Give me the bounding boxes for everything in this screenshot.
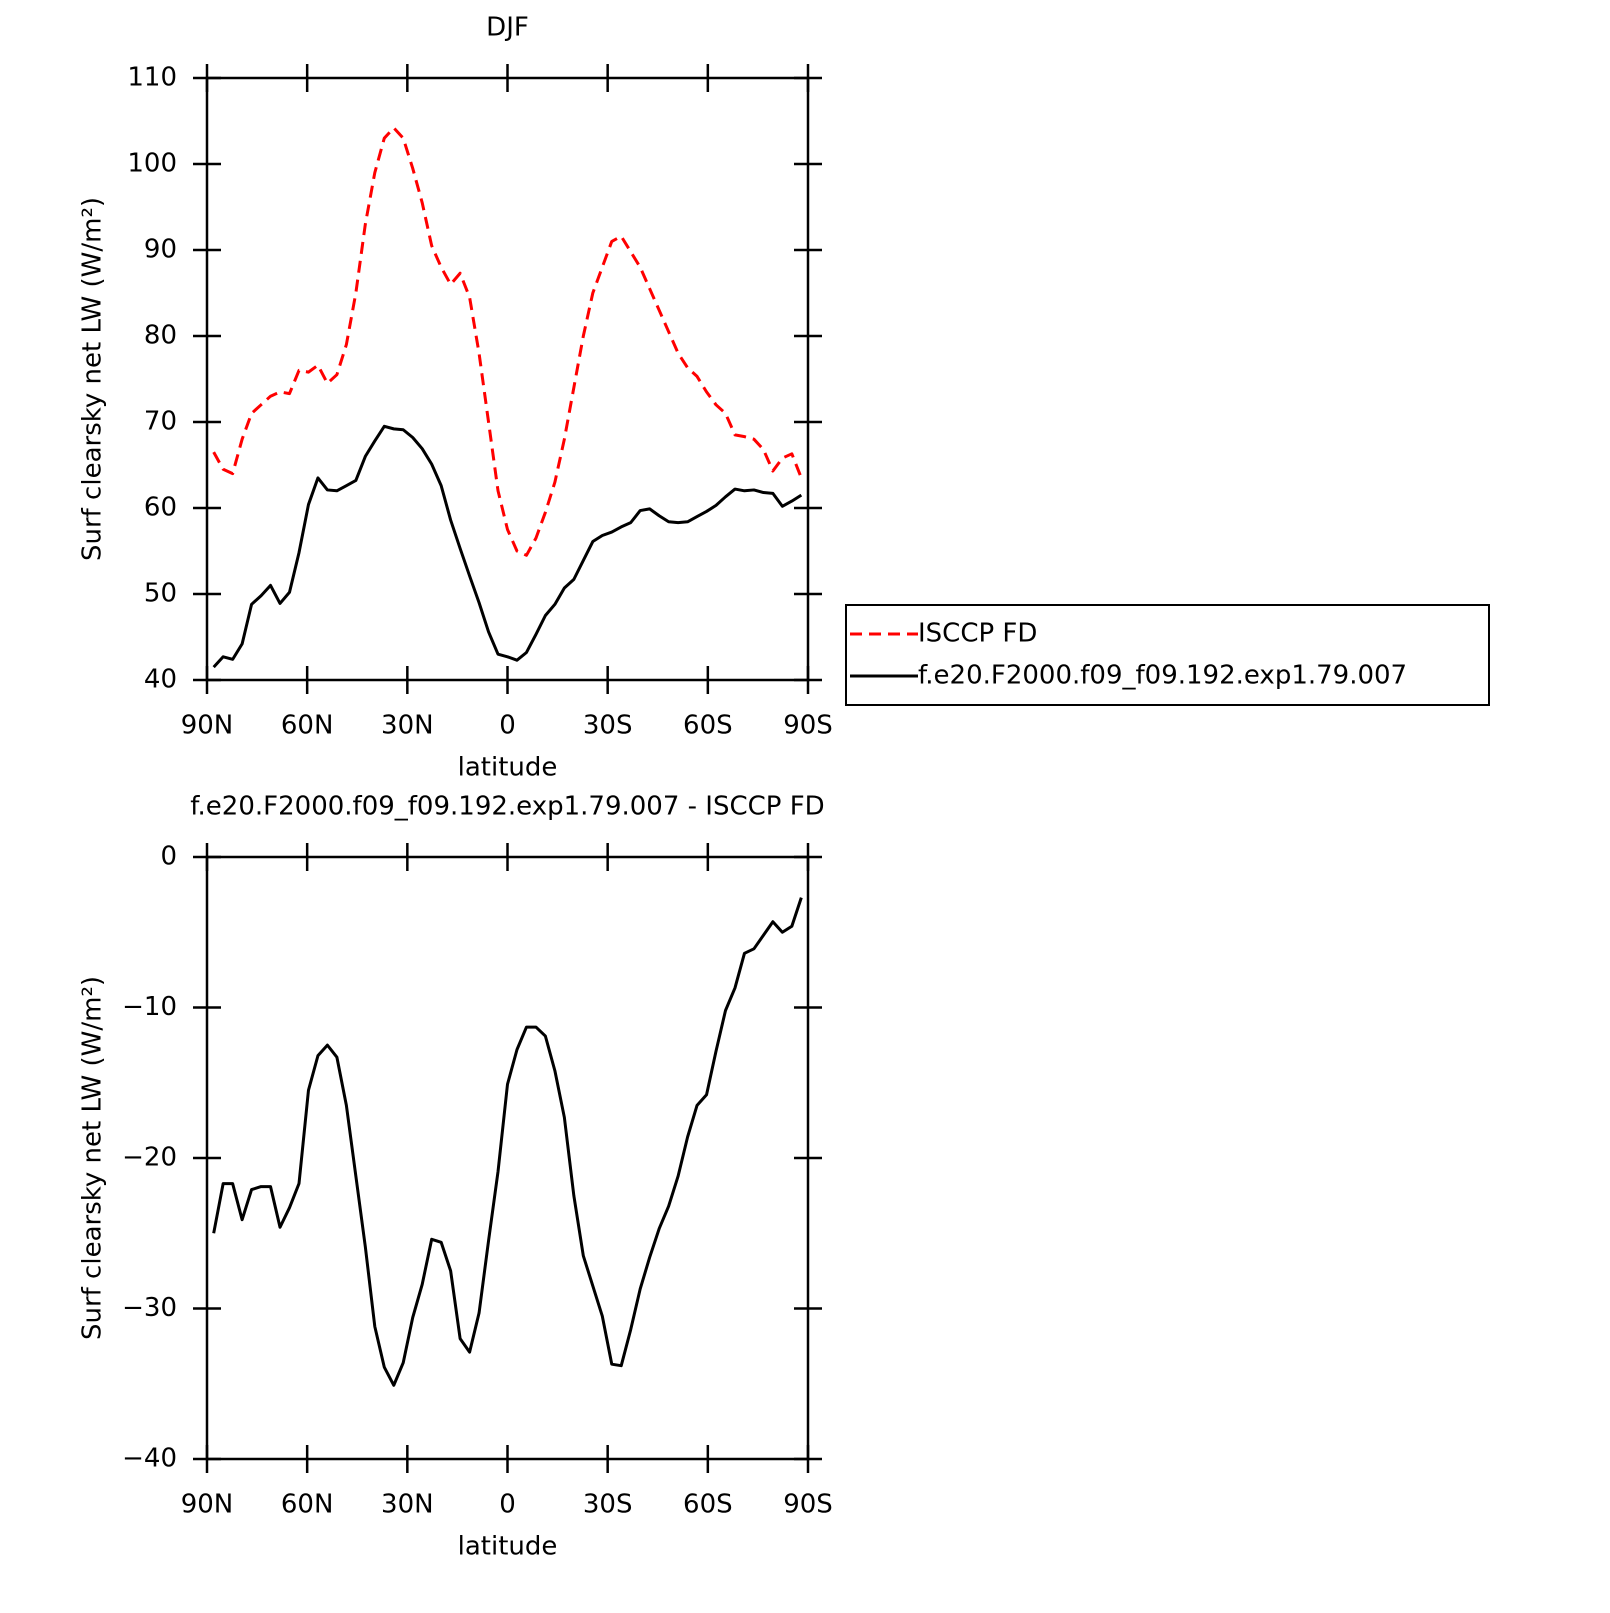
x-tick-label: 90N <box>181 711 234 741</box>
x-tick-label: 60S <box>683 1490 733 1520</box>
y-tick-label: −20 <box>122 1143 177 1173</box>
legend-label: ISCCP FD <box>918 619 1037 649</box>
x-tick-label: 30N <box>381 711 434 741</box>
plot-frame <box>205 855 810 1461</box>
x-tick-label: 60N <box>281 711 334 741</box>
y-tick-label: −10 <box>122 992 177 1022</box>
y-tick-label: 50 <box>144 579 177 609</box>
y-tick-label: 40 <box>144 665 177 695</box>
x-tick-label: 0 <box>499 711 516 741</box>
y-tick-label: −30 <box>122 1293 177 1323</box>
x-tick-label: 90S <box>783 711 833 741</box>
x-axis-label: latitude <box>458 753 558 783</box>
data-line <box>212 424 803 669</box>
x-tick-label: 30S <box>583 1490 633 1520</box>
y-tick-label: 100 <box>127 149 177 179</box>
chart-title: f.e20.F2000.f09_f09.192.exp1.79.007 - IS… <box>190 792 824 822</box>
y-axis-label: Surf clearsky net LW (W/m²) <box>78 976 108 1340</box>
legend-label: f.e20.F2000.f09_f09.192.exp1.79.007 <box>918 661 1407 691</box>
legend-box <box>845 604 1490 706</box>
x-tick-label: 60N <box>281 1490 334 1520</box>
y-tick-label: 90 <box>144 235 177 265</box>
y-axis-label: Surf clearsky net LW (W/m²) <box>78 197 108 561</box>
y-tick-label: 70 <box>144 407 177 437</box>
x-tick-label: 0 <box>499 1490 516 1520</box>
data-line <box>212 897 803 1387</box>
chart-title: DJF <box>486 13 529 43</box>
x-tick-label: 30S <box>583 711 633 741</box>
y-tick-label: −40 <box>122 1444 177 1474</box>
plot-frame <box>205 76 810 682</box>
legend: ISCCP FD f.e20.F2000.f09_f09.192.exp1.79.… <box>845 604 1490 706</box>
y-tick-label: 60 <box>144 493 177 523</box>
data-line <box>212 126 803 557</box>
y-tick-label: 80 <box>144 321 177 351</box>
x-tick-label: 60S <box>683 711 733 741</box>
x-tick-label: 90S <box>783 1490 833 1520</box>
x-axis-label: latitude <box>458 1532 558 1562</box>
y-tick-label: 110 <box>127 63 177 93</box>
x-tick-label: 90N <box>181 1490 234 1520</box>
y-tick-label: 0 <box>160 842 177 872</box>
x-tick-label: 30N <box>381 1490 434 1520</box>
